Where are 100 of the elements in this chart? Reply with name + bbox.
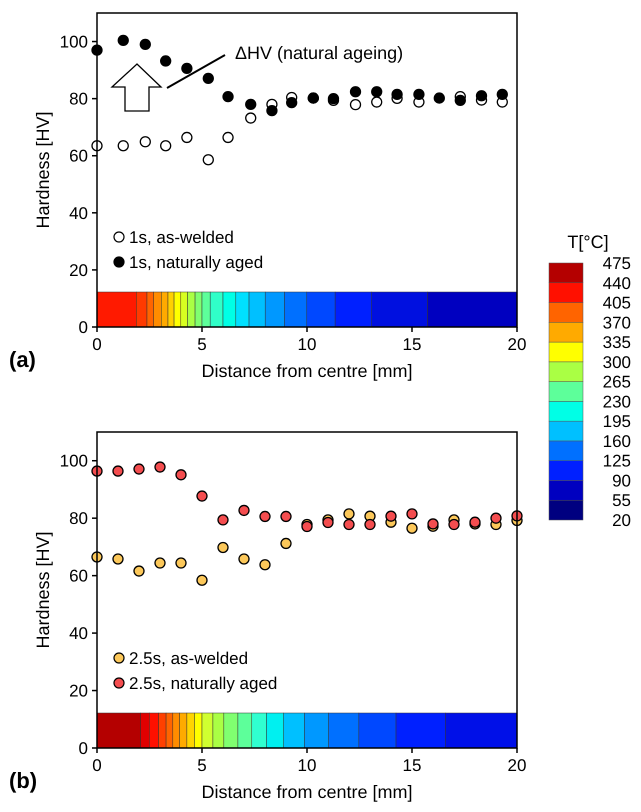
point [133, 565, 145, 577]
x-axis-title: Distance from centre [mm] [201, 782, 413, 802]
point [154, 461, 166, 473]
x-tick-label: 5 [197, 756, 207, 775]
y-tick-label: 0 [78, 318, 88, 337]
x-tick-label: 10 [298, 756, 316, 775]
text: (a) [9, 347, 36, 372]
point [259, 510, 271, 522]
x-tick-label: 0 [92, 756, 102, 775]
point [371, 96, 382, 108]
color-bar-label: 55 [612, 491, 631, 510]
point [266, 104, 278, 116]
x-tick-label: 20 [508, 335, 526, 354]
y-tick-label: 80 [69, 509, 88, 528]
y-tick-label: 40 [69, 624, 88, 644]
y-tick-label: 60 [69, 146, 88, 166]
x-axis-title: Distance from centre [mm] [201, 361, 413, 381]
x-tick-label: 10 [298, 335, 316, 354]
point [259, 559, 271, 570]
y-tick-label: 60 [69, 566, 88, 586]
point [371, 86, 382, 98]
point [196, 574, 208, 586]
point [181, 62, 193, 74]
y-axis-title: Hardness [HV] [33, 111, 53, 229]
point [490, 512, 502, 524]
text: (b) [9, 768, 38, 793]
y-tick-label: 20 [69, 682, 88, 701]
y-tick-label: 80 [69, 90, 88, 109]
color-bar-label: 370 [602, 313, 631, 332]
color-bar-label: 335 [602, 333, 631, 352]
point [245, 98, 256, 110]
point [222, 132, 234, 144]
point [391, 88, 403, 100]
point [175, 557, 187, 569]
y-axis-title: Hardness [HV] [33, 531, 53, 649]
point [140, 136, 151, 148]
color-bar-label: 405 [602, 294, 631, 313]
x-tick-label: 5 [197, 335, 207, 354]
color-bar-title: T[°C] [567, 232, 609, 252]
point [222, 91, 234, 102]
point [350, 98, 362, 110]
point [118, 34, 129, 46]
point [286, 96, 298, 108]
point [112, 553, 124, 565]
annotation: ΔHV (natural ageing) [235, 43, 404, 63]
point [160, 55, 172, 67]
point [280, 510, 292, 522]
point [322, 516, 334, 528]
point [154, 557, 166, 569]
point [133, 463, 145, 475]
color-bar-label: 265 [602, 372, 631, 392]
point [196, 490, 208, 502]
x-tick-label: 20 [508, 756, 526, 775]
point [238, 553, 250, 565]
legend-label: 2.5s, as-welded [129, 649, 248, 668]
point [406, 508, 418, 520]
point [217, 514, 229, 526]
y-tick-label: 0 [78, 739, 88, 758]
point [245, 112, 256, 124]
point [434, 92, 445, 104]
point [385, 510, 397, 522]
point [202, 72, 214, 84]
point [454, 94, 466, 106]
point [238, 504, 250, 516]
y-tick-label: 100 [60, 32, 88, 52]
point [118, 140, 129, 152]
x-tick-label: 15 [402, 335, 422, 354]
legend-label: 1s, as-welded [129, 228, 234, 247]
color-bar-label: 475 [602, 254, 631, 273]
point [217, 542, 229, 554]
y-tick-label: 40 [69, 204, 88, 223]
point [280, 538, 292, 550]
point [476, 90, 488, 102]
color-bar-label: 20 [612, 511, 631, 530]
point [413, 88, 425, 100]
color-bar-label: 160 [602, 432, 631, 451]
point [175, 469, 187, 480]
point [202, 154, 214, 166]
point [181, 132, 193, 144]
point [448, 518, 460, 530]
legend-label: 1s, naturally aged [129, 253, 264, 272]
point [343, 518, 355, 530]
x-tick-label: 15 [402, 756, 422, 775]
point [140, 38, 151, 50]
y-tick-label: 20 [69, 260, 88, 280]
point [112, 465, 124, 477]
point [406, 522, 418, 534]
point [350, 86, 362, 98]
color-bar-label: 230 [602, 392, 631, 412]
y-tick-label: 100 [60, 452, 88, 471]
point [364, 518, 376, 530]
color-bar-label: 440 [602, 274, 631, 293]
point [427, 518, 439, 530]
color-bar-label: 195 [602, 412, 631, 432]
legend-label: 2.5s, naturally aged [129, 674, 278, 693]
point [496, 88, 508, 100]
color-bar-label: 300 [602, 352, 631, 372]
color-bar-label: 90 [612, 471, 631, 490]
color-bar-label: 125 [602, 452, 631, 471]
point [343, 508, 355, 520]
